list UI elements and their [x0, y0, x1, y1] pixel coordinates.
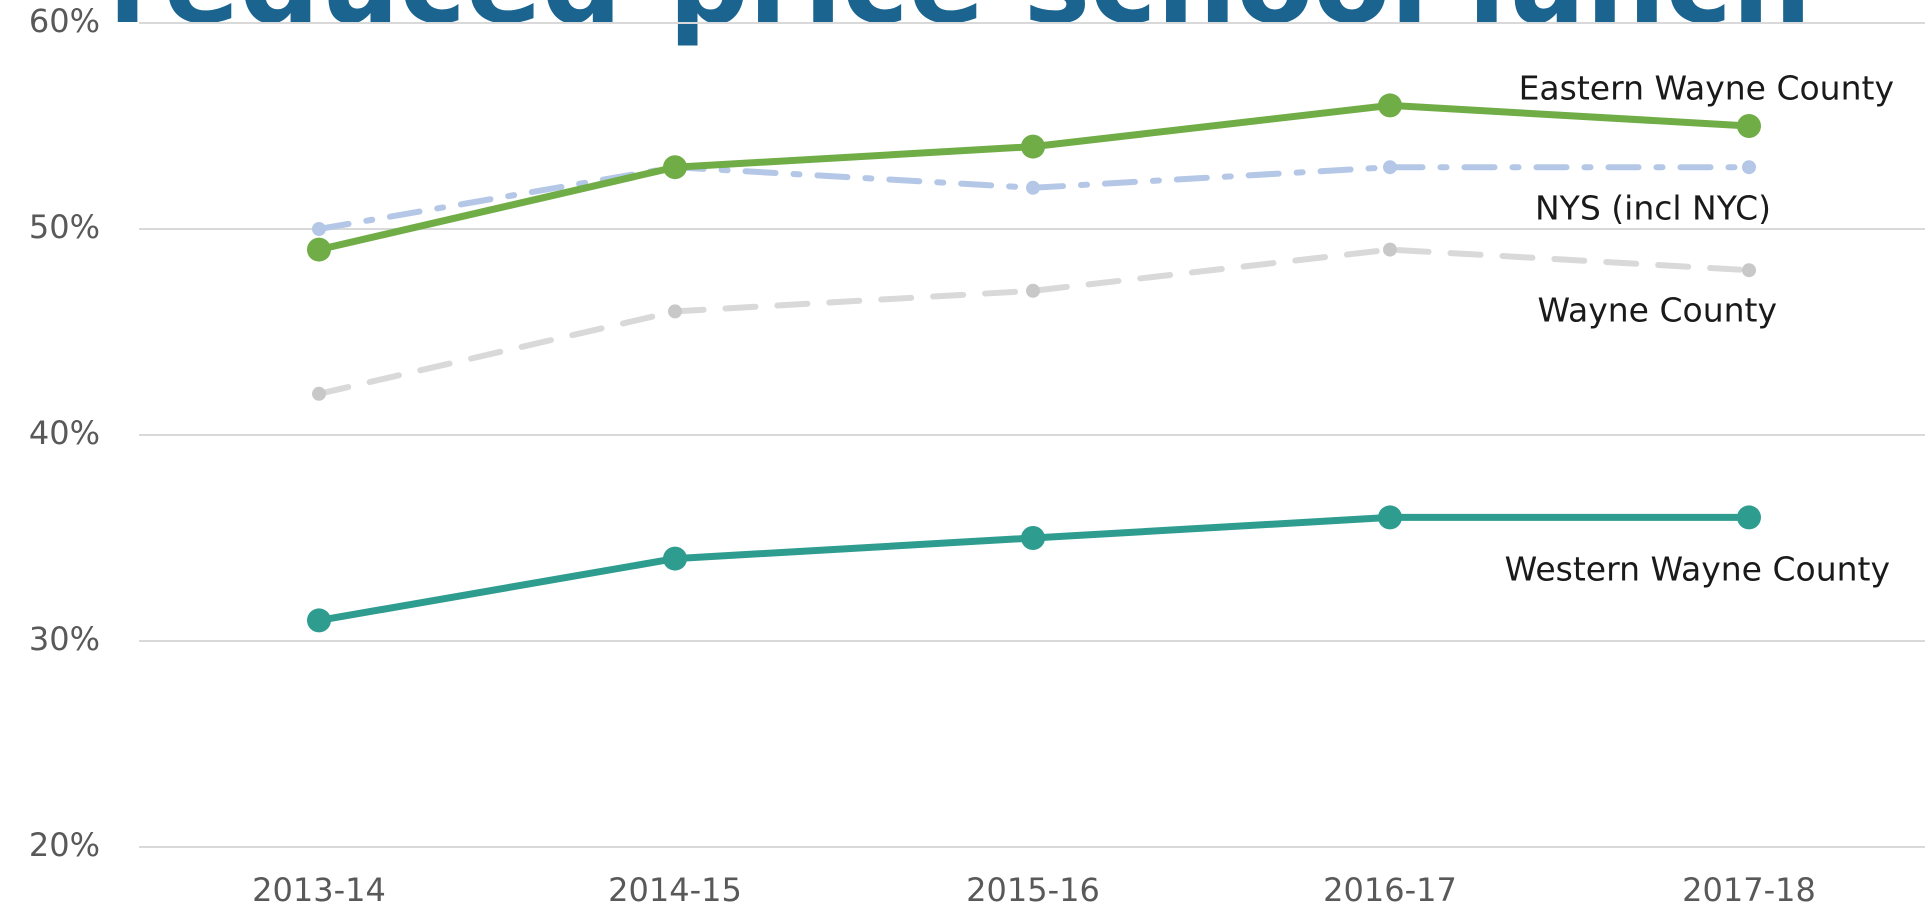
- series-label: Wayne County: [1537, 291, 1777, 330]
- grid: [139, 22, 1925, 848]
- y-tick-label: 20%: [29, 826, 100, 864]
- y-tick-label: 60%: [29, 2, 100, 40]
- marker: [1378, 505, 1402, 530]
- x-tick-label: 2015-16: [966, 871, 1100, 909]
- y-tick-label: 30%: [29, 620, 100, 658]
- marker: [1378, 93, 1402, 118]
- marker: [312, 222, 326, 236]
- marker: [1026, 180, 1040, 195]
- marker: [1742, 263, 1756, 278]
- x-tick-label: 2017-18: [1682, 871, 1816, 909]
- x-tick-label: 2016-17: [1323, 871, 1457, 909]
- line: [316, 246, 1752, 397]
- marker: [1737, 505, 1761, 530]
- marker: [663, 546, 687, 571]
- series-label: Eastern Wayne County: [1519, 69, 1894, 108]
- marker: [312, 386, 326, 401]
- series-label: Western Wayne County: [1505, 550, 1890, 589]
- series-label: NYS (incl NYC): [1535, 189, 1771, 228]
- line: [315, 101, 1753, 254]
- marker: [668, 304, 682, 319]
- x-tick-label: 2014-15: [608, 871, 742, 909]
- y-tick-label: 50%: [29, 208, 100, 246]
- marker: [1383, 242, 1397, 257]
- y-tick-label: 40%: [29, 414, 100, 452]
- chart-title: reduced-price school lunch: [108, 0, 1811, 49]
- series: [312, 242, 1756, 401]
- marker: [307, 237, 331, 262]
- marker: [1737, 114, 1761, 138]
- series: [307, 505, 1761, 633]
- x-tick-label: 2013-14: [252, 871, 386, 909]
- marker: [1021, 526, 1045, 550]
- marker: [1021, 134, 1045, 159]
- marker: [1742, 160, 1756, 175]
- marker: [663, 155, 687, 180]
- marker: [1383, 160, 1397, 175]
- marker: [307, 608, 331, 633]
- series: [307, 93, 1761, 262]
- marker: [1026, 283, 1040, 298]
